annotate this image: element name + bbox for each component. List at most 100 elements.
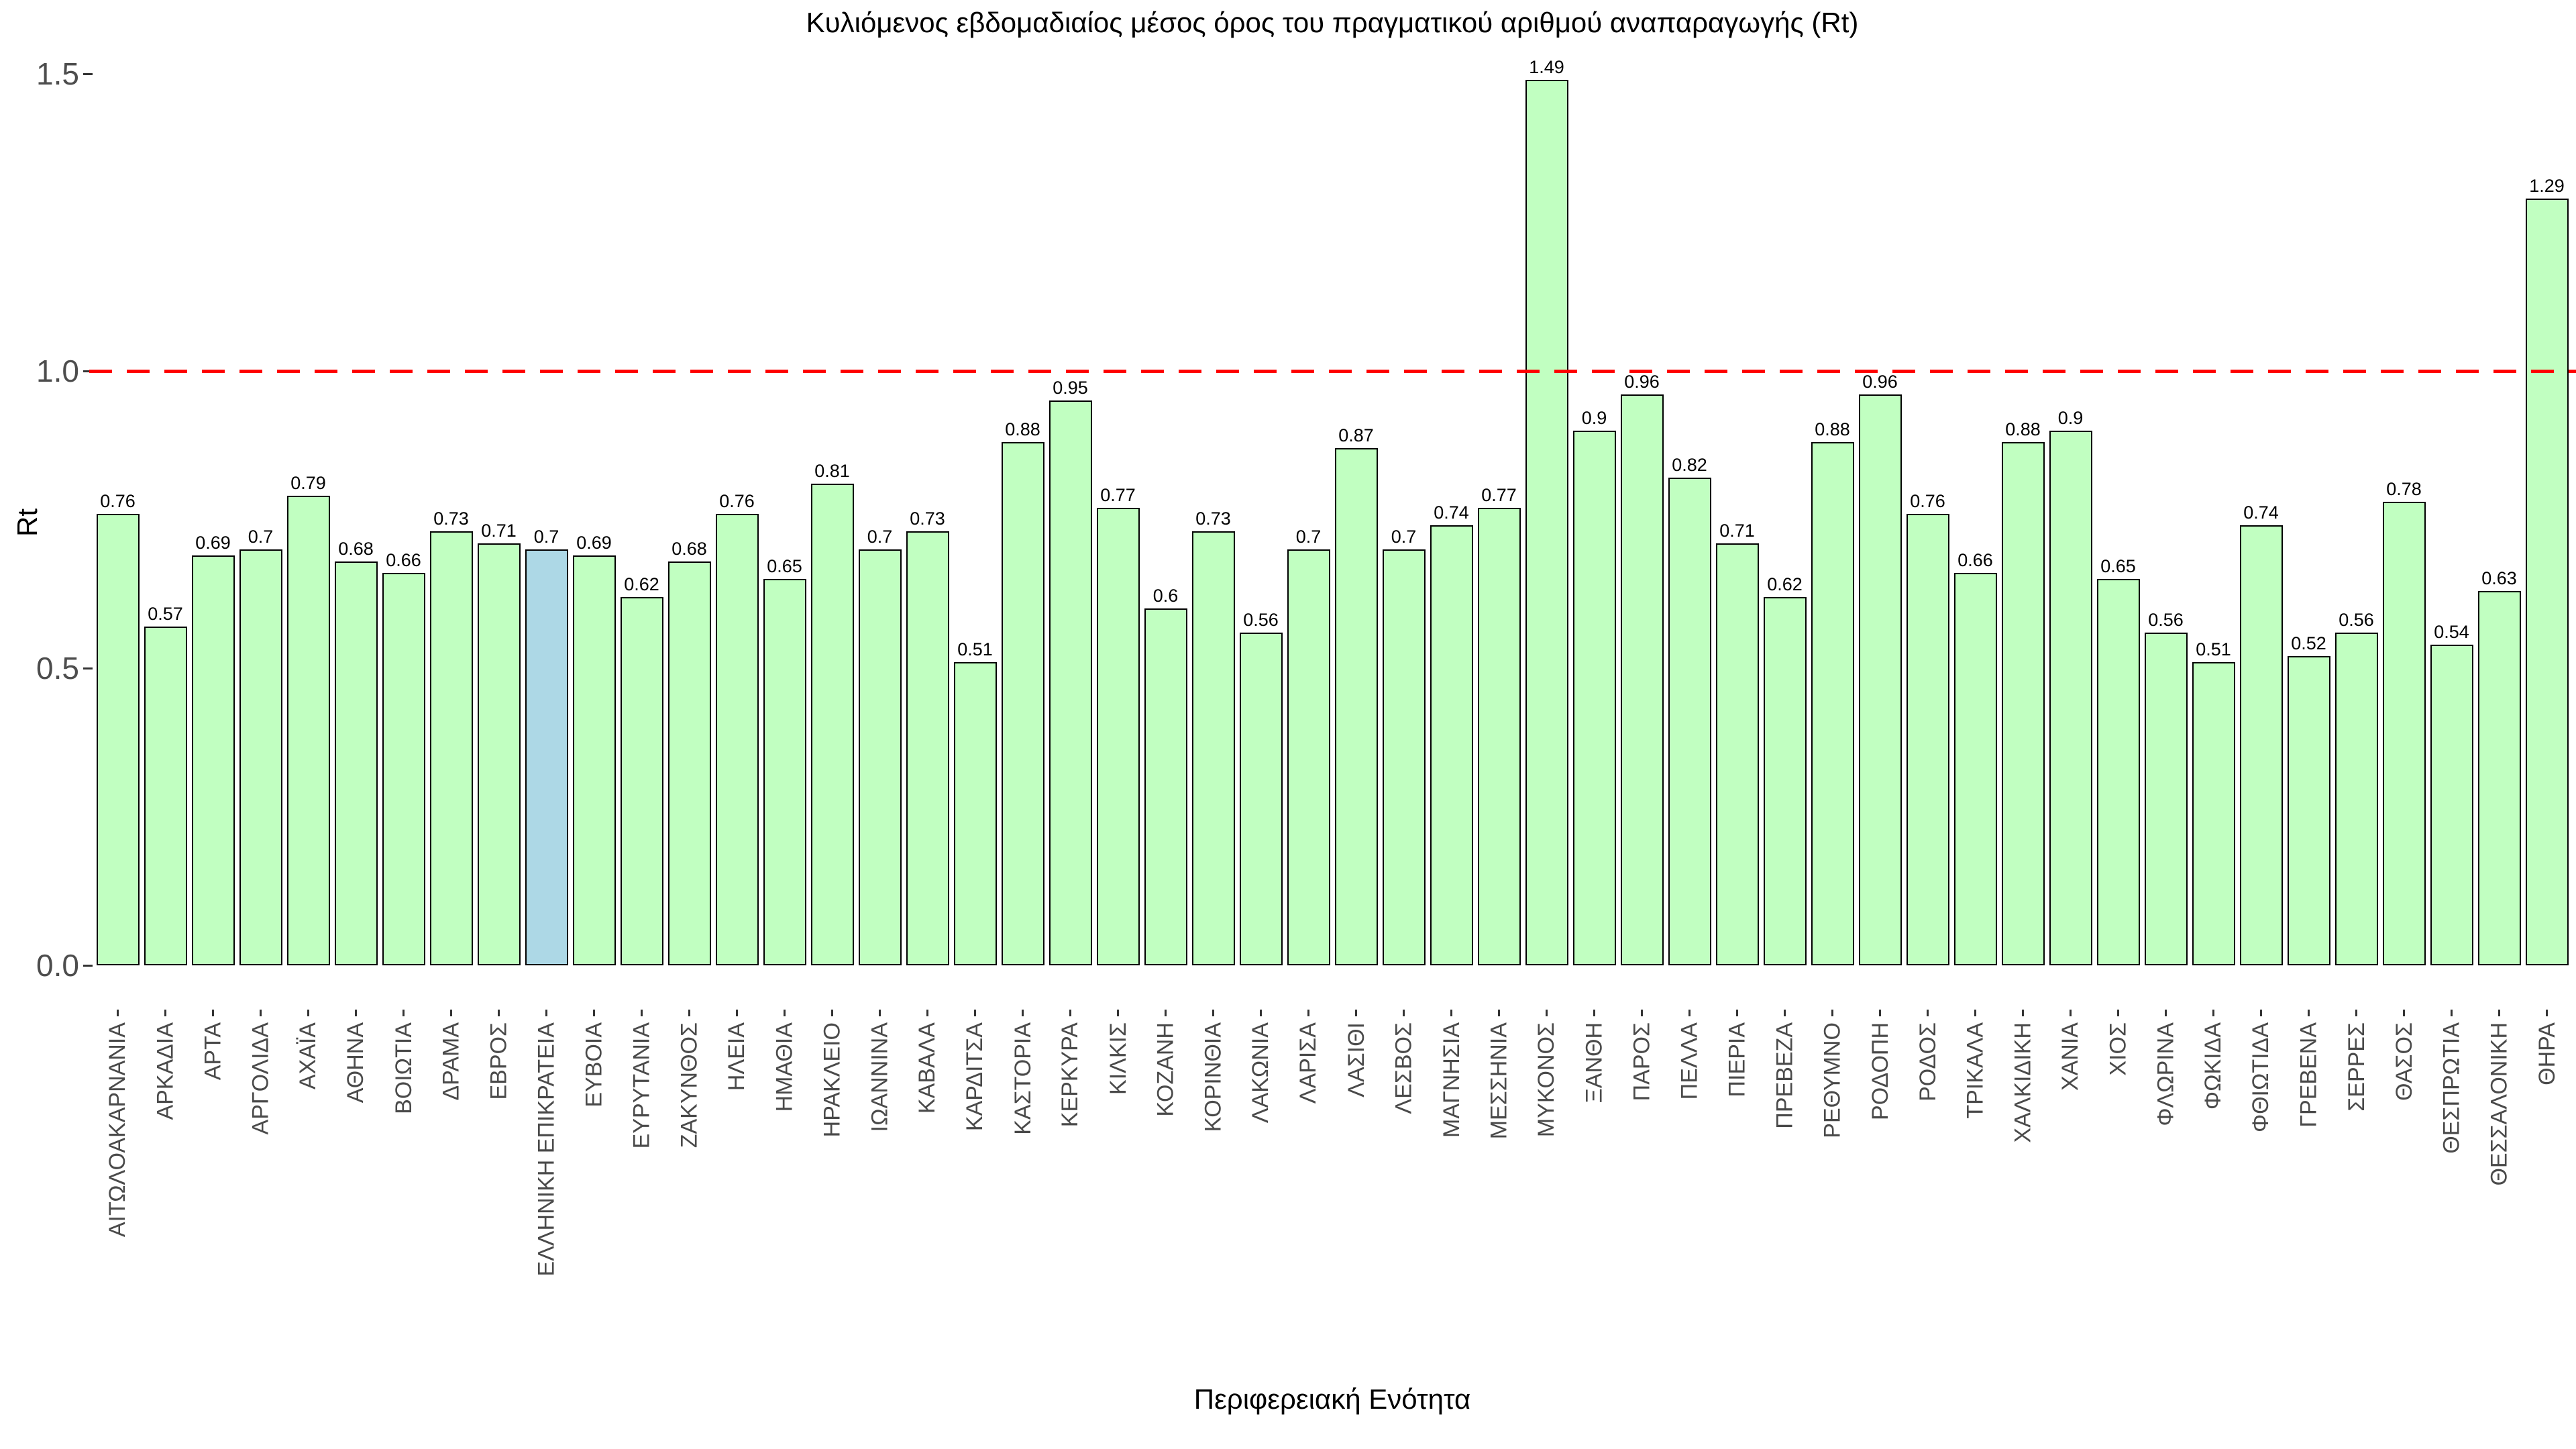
bar — [2192, 662, 2235, 965]
bar — [2382, 501, 2426, 965]
x-tick-mark — [2117, 1010, 2119, 1016]
bar-value-label: 0.52 — [2291, 633, 2326, 654]
x-tick-label-text: ΚΑΣΤΟΡΙΑ — [1010, 1022, 1036, 1135]
x-axis-title: Περιφερειακή Ενότητα — [1193, 1383, 1471, 1415]
bar-value-label: 0.7 — [867, 526, 893, 547]
x-tick-mark — [736, 1010, 738, 1016]
x-tick-label-text: ΧΙΟΣ — [2105, 1022, 2131, 1076]
x-tick-mark — [784, 1010, 786, 1016]
x-tick-label-text: ΠΑΡΟΣ — [1629, 1022, 1655, 1102]
x-tick-label-text: ΡΟΔΟΠΗ — [1867, 1022, 1893, 1120]
x-tick-mark — [2403, 1010, 2405, 1016]
bar — [96, 513, 140, 965]
x-tick-mark — [2308, 1010, 2310, 1016]
x-tick-label-text: ΑΘΗΝΑ — [343, 1022, 369, 1104]
x-tick-label-text: ΑΡΤΑ — [200, 1022, 226, 1081]
x-tick-label-text: ΛΕΣΒΟΣ — [1391, 1022, 1417, 1114]
x-tick-label-text: ΚΕΡΚΥΡΑ — [1057, 1022, 1083, 1128]
x-tick-mark — [2165, 1010, 2167, 1016]
bar-value-label: 0.7 — [248, 526, 274, 547]
bar — [763, 579, 806, 965]
bar-value-label: 0.62 — [1767, 574, 1803, 594]
bar-value-label: 0.76 — [1910, 490, 1945, 511]
bar-value-label: 0.54 — [2434, 621, 2469, 642]
bar — [906, 531, 949, 965]
bar-value-label: 0.62 — [624, 574, 659, 594]
bar — [1191, 531, 1235, 965]
x-tick-label-text: ΕΒΡΟΣ — [486, 1022, 512, 1100]
bar-value-label: 0.74 — [2243, 502, 2279, 523]
x-tick-label-text: ΒΟΙΩΤΙΑ — [390, 1022, 417, 1114]
x-tick-label-text: ΙΩΑΝΝΙΝΑ — [867, 1022, 893, 1132]
bar — [2334, 632, 2378, 965]
bar — [1953, 573, 1997, 965]
x-tick-mark — [1355, 1010, 1357, 1016]
bar — [1430, 525, 1473, 965]
bar-value-label: 0.63 — [2481, 568, 2517, 588]
x-tick-mark — [307, 1010, 309, 1016]
x-tick-mark — [212, 1010, 214, 1016]
x-tick-label-text: ΣΕΡΡΕΣ — [2343, 1022, 2369, 1112]
bar-value-label: 0.95 — [1053, 378, 1088, 398]
bar-value-label: 0.6 — [1152, 586, 1179, 606]
bar — [1144, 608, 1187, 965]
x-tick-label-text: ΔΡΑΜΑ — [438, 1022, 464, 1101]
x-tick-label-text: ΜΑΓΝΗΣΙΑ — [1438, 1022, 1464, 1138]
x-tick-mark — [1212, 1010, 1214, 1016]
bar-value-label: 0.73 — [910, 508, 945, 529]
bar — [1668, 478, 1711, 965]
bar — [2287, 656, 2330, 965]
x-tick-mark — [1927, 1010, 1929, 1016]
bar — [2049, 430, 2092, 965]
x-tick-mark — [2022, 1010, 2024, 1016]
x-tick-mark — [450, 1010, 452, 1016]
bar-value-label: 0.68 — [672, 538, 707, 559]
y-tick-label: 1.0 — [36, 354, 79, 388]
x-tick-label-text: ΚΟΖΑΝΗ — [1152, 1022, 1179, 1117]
bar — [953, 662, 997, 965]
bar-value-label: 0.77 — [1100, 484, 1136, 505]
bar — [1477, 507, 1521, 965]
x-tick-mark — [974, 1010, 976, 1016]
x-tick-label-text: ΚΑΒΑΛΑ — [914, 1022, 941, 1114]
bar-value-label: 0.56 — [2148, 609, 2184, 630]
bar-value-label: 0.74 — [1434, 502, 1469, 523]
bar-value-label: 0.87 — [1338, 425, 1374, 446]
bar-value-label: 0.56 — [2339, 609, 2374, 630]
x-tick-mark — [688, 1010, 690, 1016]
bar-value-label: 0.51 — [957, 639, 993, 660]
bar-value-label: 0.71 — [1719, 520, 1755, 541]
x-tick-label-text: ΘΑΣΟΣ — [2391, 1022, 2417, 1101]
x-tick-label-text: ΘΕΣΣΑΛΟΝΙΚΗ — [2486, 1022, 2512, 1186]
x-tick-label-text: ΗΡΑΚΛΕΙΟ — [819, 1022, 845, 1138]
bar-value-label: 0.81 — [814, 461, 850, 482]
x-tick-label-text: ΓΡΕΒΕΝΑ — [2296, 1022, 2322, 1128]
x-tick-label-text: ΛΑΣΙΘΙ — [1343, 1022, 1369, 1097]
bar-value-label: 0.9 — [2057, 407, 2084, 428]
bar — [1049, 400, 1092, 965]
x-tick-mark — [593, 1010, 595, 1016]
bar-value-label: 0.69 — [576, 532, 612, 553]
x-tick-mark — [1069, 1010, 1071, 1016]
x-tick-label-text: ΑΡΚΑΔΙΑ — [152, 1022, 178, 1120]
x-tick-mark — [1022, 1010, 1024, 1016]
bar-value-label: 0.96 — [1862, 372, 1898, 392]
x-tick-mark — [164, 1010, 166, 1016]
bar — [2239, 525, 2283, 965]
bar — [1763, 596, 1807, 965]
x-tick-label-text: ΑΧΑΪΑ — [295, 1022, 321, 1090]
bar — [858, 549, 902, 965]
y-tick-mark — [83, 964, 93, 967]
bar — [715, 513, 759, 965]
bar-value-label: 0.51 — [2196, 639, 2231, 660]
x-tick-mark — [1546, 1010, 1548, 1016]
x-tick-label-text: ΠΕΛΛΑ — [1676, 1022, 1703, 1100]
x-tick-mark — [260, 1010, 262, 1016]
bar-value-label: 0.66 — [386, 550, 421, 571]
bar-value-label: 0.57 — [148, 603, 183, 624]
bar — [2096, 579, 2140, 965]
x-tick-mark — [2212, 1010, 2214, 1016]
x-tick-label-text: ΧΑΛΚΙΔΙΚΗ — [2010, 1022, 2036, 1143]
x-tick-label-text: ΞΑΝΘΗ — [1581, 1022, 1607, 1104]
bar — [2477, 590, 2521, 965]
